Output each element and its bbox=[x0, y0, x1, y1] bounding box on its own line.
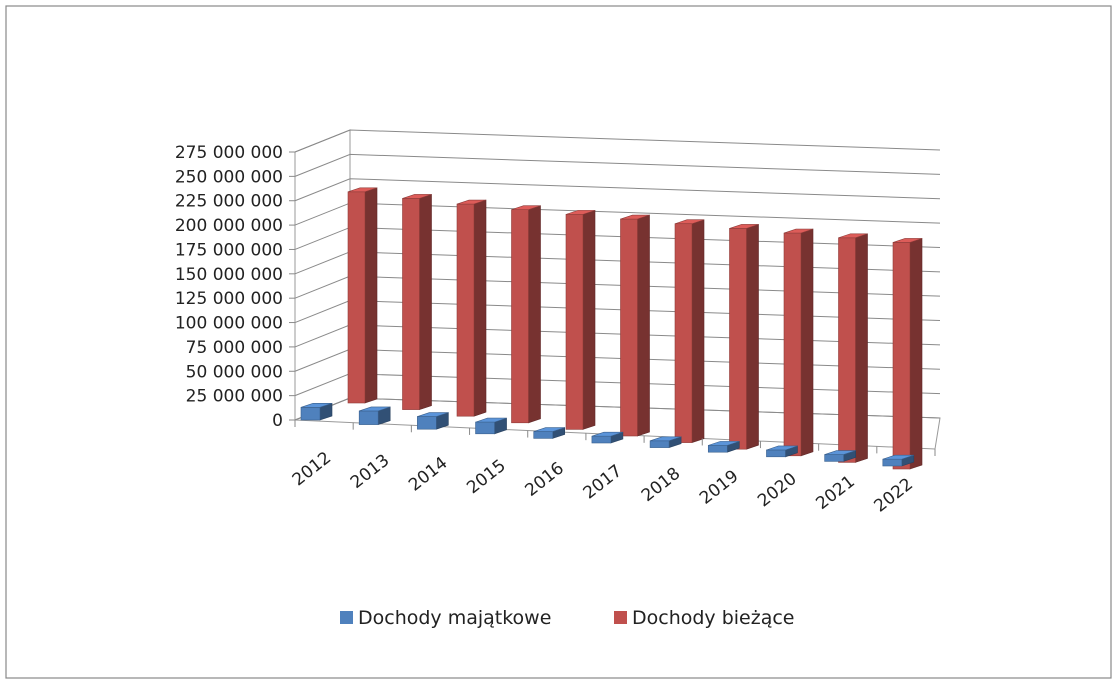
y-tick-label: 150 000 000 bbox=[175, 265, 283, 285]
y-tick-label: 25 000 000 bbox=[186, 387, 283, 407]
bar-dochody-majatkowe-2016 bbox=[533, 427, 566, 439]
gridline bbox=[294, 129, 941, 153]
bar-dochody-biezace-2019 bbox=[729, 224, 759, 450]
legend-label-dochody-biezace: Dochody bieżące bbox=[632, 607, 795, 629]
bar-dochody-majatkowe-2013 bbox=[358, 406, 391, 426]
bar-dochody-majatkowe-2014 bbox=[417, 412, 449, 430]
bar-dochody-biezace-2022 bbox=[892, 238, 923, 470]
bar-dochody-majatkowe-2012 bbox=[300, 402, 333, 421]
y-axis-ticks: 0 25 000 000 50 000 000 75 000 000 100 000 0… bbox=[175, 143, 295, 431]
bar-dochody-biezace-2016 bbox=[565, 209, 596, 430]
bar-dochody-biezace-2020 bbox=[783, 228, 814, 457]
y-tick-label: 225 000 000 bbox=[175, 192, 283, 212]
y-tick-label: 275 000 000 bbox=[175, 143, 283, 163]
legend: Dochody majątkowe Dochody bieżące bbox=[340, 607, 795, 629]
bars bbox=[300, 187, 923, 470]
y-tick-label: 125 000 000 bbox=[175, 289, 283, 309]
y-tick-label: 100 000 000 bbox=[175, 314, 283, 334]
bar-dochody-biezace-2013 bbox=[402, 193, 432, 411]
y-tick-label: 75 000 000 bbox=[186, 338, 283, 358]
bar-dochody-majatkowe-2017 bbox=[591, 431, 624, 444]
y-tick-label: 250 000 000 bbox=[175, 167, 283, 187]
bar-dochody-biezace-2021 bbox=[838, 233, 868, 463]
gridline bbox=[294, 153, 941, 177]
y-tick-label: 0 bbox=[272, 411, 283, 431]
bar-dochody-majatkowe-2022 bbox=[882, 454, 915, 467]
bar-dochody-biezace-2017 bbox=[620, 214, 650, 437]
gridline bbox=[294, 178, 941, 202]
legend-swatch-dochody-biezace bbox=[614, 611, 627, 624]
bar-dochody-biezace-2015 bbox=[511, 205, 541, 424]
legend-label-dochody-majatkowe: Dochody majątkowe bbox=[358, 607, 551, 629]
bar-dochody-majatkowe-2021 bbox=[824, 450, 856, 462]
y-tick-label: 175 000 000 bbox=[175, 240, 283, 260]
bar-dochody-majatkowe-2015 bbox=[475, 417, 507, 435]
bar-dochody-majatkowe-2018 bbox=[649, 436, 682, 449]
y-tick-label: 50 000 000 bbox=[186, 362, 283, 382]
chart-border bbox=[5, 5, 1112, 679]
bar-dochody-biezace-2012 bbox=[347, 187, 378, 404]
y-tick-label: 200 000 000 bbox=[175, 216, 283, 236]
bar-dochody-majatkowe-2019 bbox=[707, 440, 740, 453]
bar-dochody-biezace-2018 bbox=[674, 219, 705, 444]
bar-dochody-majatkowe-2020 bbox=[766, 445, 798, 458]
bar-dochody-biezace-2014 bbox=[456, 199, 487, 417]
legend-swatch-dochody-majatkowe bbox=[340, 611, 353, 624]
